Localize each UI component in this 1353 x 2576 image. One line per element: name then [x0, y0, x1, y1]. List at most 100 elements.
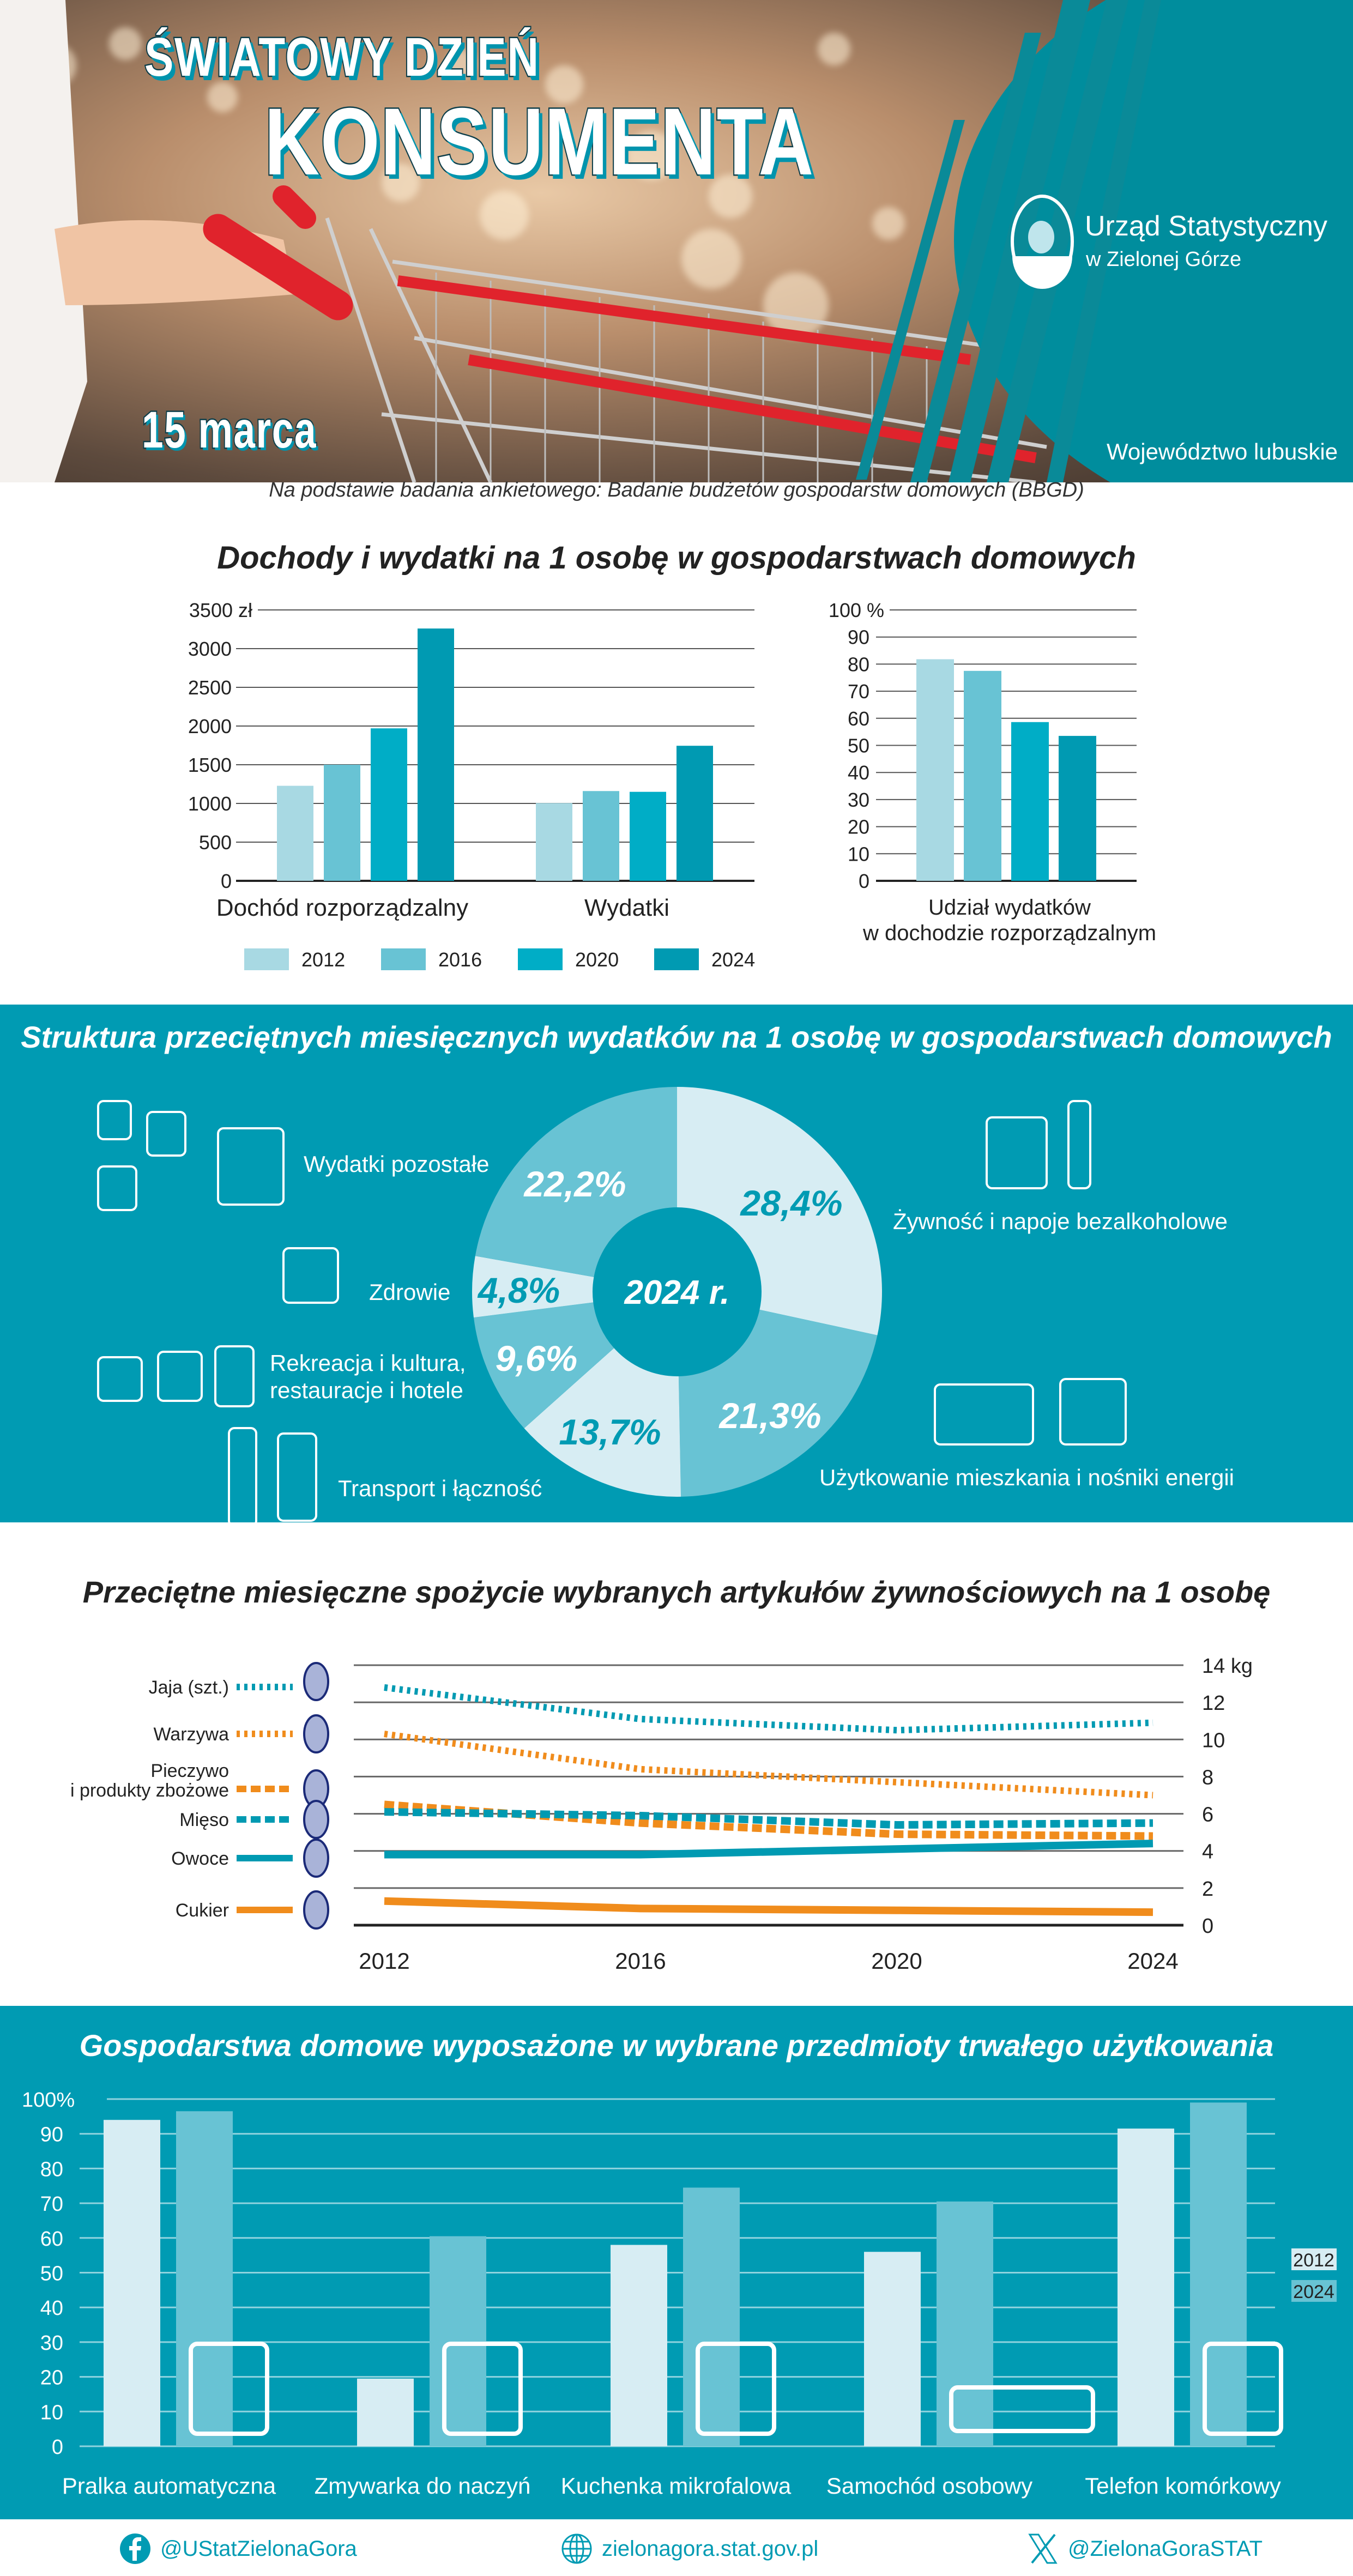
- bar-2020: [371, 728, 407, 881]
- icon-outline: [146, 1111, 186, 1157]
- category-label: Samochód osobowy: [826, 2473, 1032, 2499]
- y-tick-label: 30: [40, 2332, 63, 2355]
- legend-label: Owoce: [171, 1848, 229, 1869]
- bar-2016: [964, 670, 1001, 881]
- bar-2024: [676, 746, 713, 881]
- y-tick-label: 0: [221, 870, 232, 892]
- legend-label: 2024: [1293, 2282, 1334, 2302]
- donut-slice: [678, 1309, 878, 1497]
- donut-slice: [677, 1087, 882, 1335]
- y-tick-label: 50: [40, 2263, 63, 2285]
- facebook-icon: [120, 2533, 150, 2564]
- heart-hands-icon: [282, 1247, 339, 1304]
- category-label: Telefon komórkowy: [1085, 2473, 1280, 2499]
- hotel-icon: [214, 1345, 255, 1407]
- legend-label: Cukier: [176, 1900, 229, 1921]
- legend-label: 2012: [1293, 2250, 1334, 2271]
- durables-title: Gospodarstwa domowe wyposażone w wybrane…: [79, 2028, 1274, 2063]
- y-tick-label: 20: [848, 816, 869, 838]
- y-tick-label: 60: [40, 2228, 63, 2251]
- title-line2: KONSUMENTA: [263, 88, 814, 197]
- slice-percent: 4,8%: [477, 1270, 560, 1310]
- x-tick-label: 2012: [359, 1948, 409, 1974]
- icon-outline: [217, 1127, 285, 1206]
- legend-label: Warzywa: [153, 1724, 229, 1745]
- category-label: Kuchenka mikrofalowa: [561, 2473, 792, 2499]
- egg-cup-icon: [303, 1662, 329, 1701]
- bar-2024: [430, 2236, 486, 2446]
- website-link[interactable]: zielonagora.stat.gov.pl: [561, 2533, 818, 2564]
- bar-2012: [357, 2378, 414, 2446]
- category-label: w dochodzie rozporządzalnym: [862, 921, 1156, 945]
- org-city: w Zielonej Górze: [1086, 248, 1242, 271]
- slice-label: Rekreacja i kultura,: [270, 1350, 466, 1376]
- source-note: Na podstawie badania ankietowego: Badani…: [269, 479, 1084, 501]
- house-plug-icon: [934, 1383, 1034, 1446]
- slice-percent: 13,7%: [559, 1412, 661, 1452]
- category-label: Pralka automatyczna: [62, 2473, 276, 2499]
- icon-shape: [303, 1800, 329, 1839]
- slice-percent: 22,2%: [523, 1164, 626, 1204]
- bokeh-light: [872, 207, 905, 240]
- legend-label: Jaja (szt.): [149, 1677, 229, 1698]
- shopping-cart-image: [0, 0, 1047, 482]
- bokeh-light: [207, 82, 238, 112]
- bokeh-light: [109, 27, 142, 60]
- misc-expenses-icon: [97, 1100, 132, 1140]
- legend-label: 2024: [711, 948, 755, 971]
- teal-logo-panel: [856, 0, 1353, 482]
- line-Mięso: [384, 1808, 1153, 1829]
- header-banner: ŚWIATOWY DZIEŃ KONSUMENTA 15 marca Urząd…: [0, 0, 1353, 482]
- legend-label: Mięso: [179, 1810, 229, 1830]
- bar-2024: [937, 2201, 993, 2446]
- income-expenses-title: Dochody i wydatki na 1 osobę w gospodars…: [217, 540, 1136, 576]
- y-tick-label: 100%: [22, 2089, 75, 2112]
- y-tick-label: 70: [848, 680, 869, 703]
- expense-structure-donut: 2024 r. 28,4% 21,3% 13,7% 9,6% 4,8% 22,2% Żywno…: [97, 1087, 1234, 1523]
- y-tick-label: 1500: [188, 754, 232, 776]
- legend-label: i produkty zbożowe: [70, 1780, 229, 1801]
- bokeh-light: [763, 273, 829, 338]
- icon-shape: [303, 1714, 329, 1753]
- y-tick-label: 3000: [188, 638, 232, 660]
- bokeh-light: [382, 164, 420, 202]
- category-label: Zmywarka do naczyń: [315, 2473, 531, 2499]
- y-tick-label: 0: [859, 870, 869, 892]
- bar-2012: [864, 2252, 921, 2446]
- bar-2016: [583, 791, 619, 881]
- y-tick-label: 90: [40, 2124, 63, 2146]
- icon-outline: [696, 2342, 776, 2436]
- donut-slice: [524, 1348, 681, 1497]
- train-phone-icon: [228, 1427, 257, 1523]
- bokeh-light: [681, 229, 741, 289]
- expense-structure-title: Struktura przeciętnych miesięcznych wyda…: [21, 1020, 1332, 1054]
- y-tick-label: 2500: [188, 676, 232, 699]
- y-tick-label: 70: [40, 2193, 63, 2216]
- phone-icon: [277, 1432, 317, 1522]
- y-tick-label: 80: [848, 653, 869, 675]
- bar-2012: [611, 2245, 667, 2446]
- slice-label: Zdrowie: [369, 1279, 450, 1305]
- bokeh-light: [709, 174, 752, 218]
- icon-outline: [97, 1100, 132, 1140]
- y-tick-label: 40: [40, 2297, 63, 2320]
- y-tick-label: 0: [52, 2436, 63, 2459]
- legend-swatch: [1291, 2280, 1337, 2302]
- sugar-pack-icon: [303, 1890, 329, 1930]
- bar-2012: [104, 2120, 160, 2446]
- x-logo-icon: [1028, 2533, 1058, 2564]
- facebook-link[interactable]: @UStatZielonaGora: [120, 2533, 357, 2564]
- x-link[interactable]: @ZielonaGoraSTAT: [1028, 2533, 1263, 2564]
- y-tick-label: 60: [848, 708, 869, 730]
- bike-theatre-hotel-icon: [97, 1356, 143, 1402]
- y-tick-label: 50: [848, 735, 869, 757]
- bokeh-light: [447, 49, 475, 77]
- line-Jaja (szt.): [384, 1684, 1153, 1734]
- legend-swatch: [1291, 2248, 1337, 2270]
- y-tick-label: 30: [848, 789, 869, 811]
- y-tick-label: 12: [1202, 1692, 1225, 1715]
- globe-icon: [561, 2533, 592, 2564]
- legend-swatch: [518, 948, 563, 970]
- bar-2012: [916, 659, 954, 881]
